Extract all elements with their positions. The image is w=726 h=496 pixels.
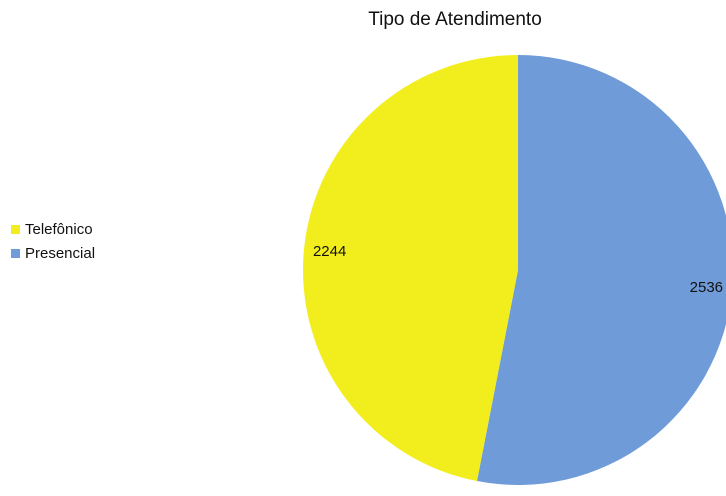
data-label: 2536: [690, 279, 723, 296]
chart-title: Tipo de Atendimento: [368, 9, 542, 30]
legend-label: Telefônico: [25, 221, 93, 238]
pie-slice: [303, 55, 518, 482]
pie-slice: [476, 55, 726, 485]
legend-label: Presencial: [25, 245, 95, 262]
data-label: 2244: [313, 243, 346, 260]
legend-swatch: [11, 249, 20, 258]
legend-swatch: [11, 225, 20, 234]
